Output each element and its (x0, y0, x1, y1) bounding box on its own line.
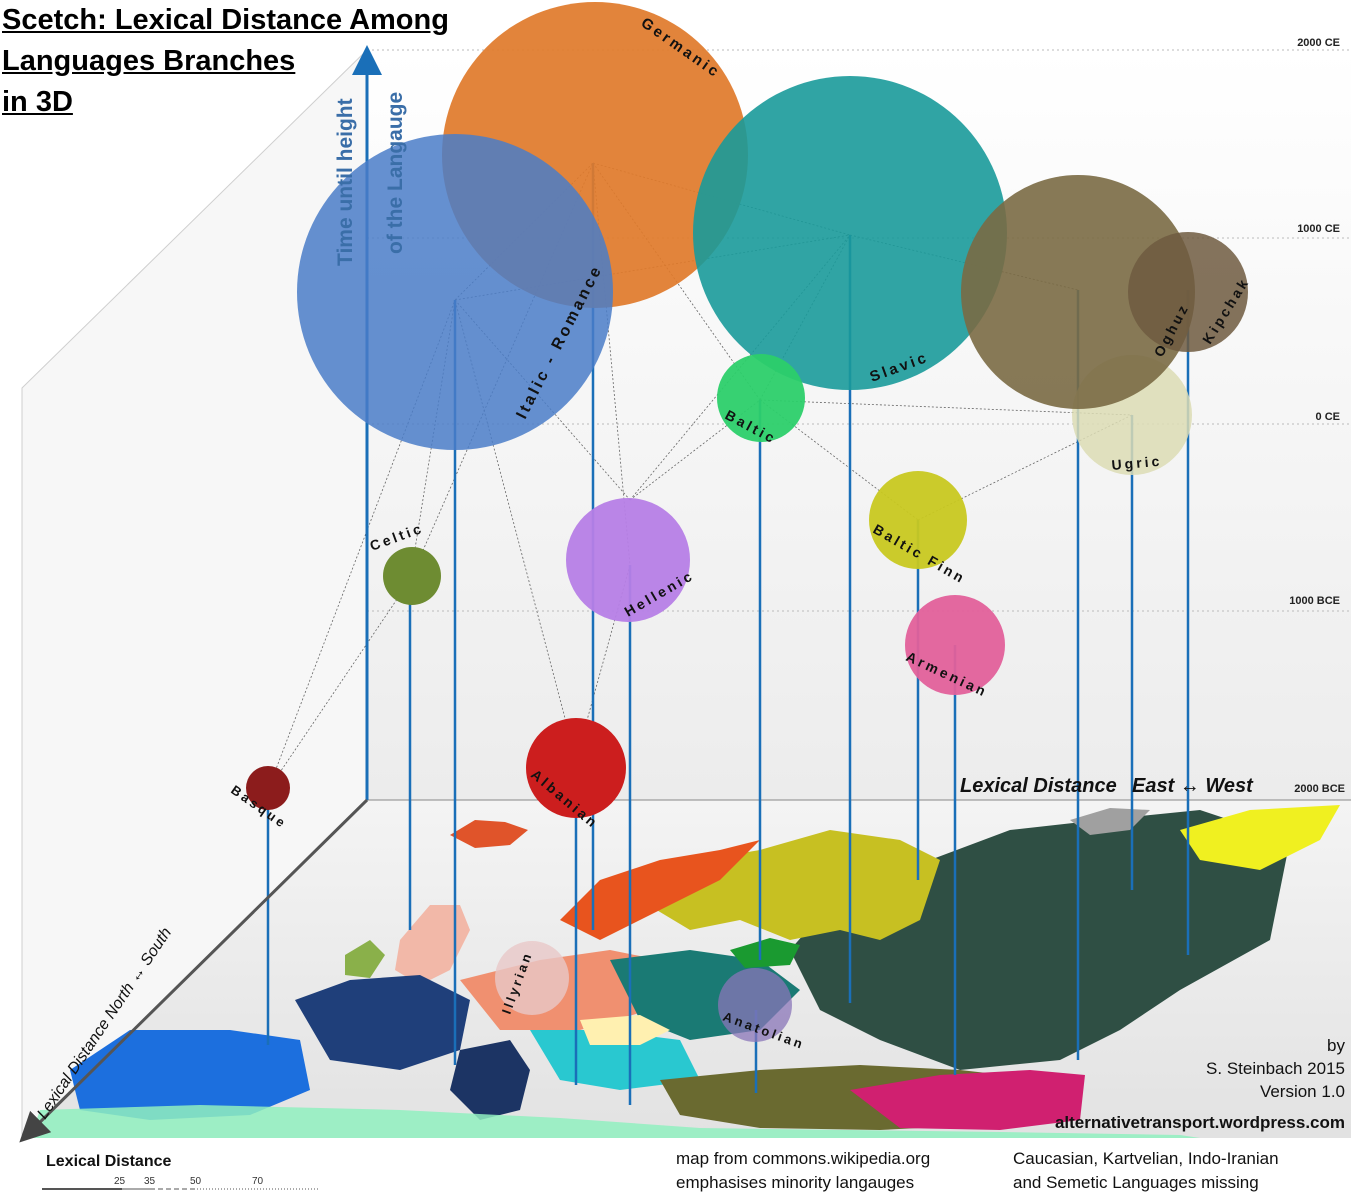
map-uk (395, 905, 470, 985)
bubble-baltic-finn (869, 471, 967, 569)
tick-1000ce: 1000 CE (1297, 223, 1340, 235)
east-west-label-a: Lexical Distance (960, 775, 1117, 797)
bubble-italic-romance (297, 134, 613, 450)
map-france (295, 975, 470, 1070)
map-note-line-1: map from commons.wikipedia.org (676, 1149, 931, 1168)
missing-languages-note: Caucasian, Kartvelian, Indo-Iranian and … (1013, 1147, 1279, 1195)
map-italy (450, 1040, 530, 1120)
bubble-baltic (717, 354, 805, 442)
map-north-africa (30, 1105, 1200, 1138)
bubble-slavic (693, 76, 1007, 390)
missing-note-line-1: Caucasian, Kartvelian, Indo-Iranian (1013, 1149, 1279, 1168)
map-grey-north (1070, 808, 1150, 835)
map-source-note: map from commons.wikipedia.org emphasise… (676, 1147, 930, 1195)
distance-scale: 25 35 50 70 Lexical Distance (42, 1153, 320, 1190)
map-caucasus (850, 1070, 1085, 1130)
bubble-celtic (383, 547, 441, 605)
label-ugric: Ugric (1111, 453, 1163, 473)
scale-tick-35: 35 (144, 1176, 156, 1187)
title-line-2: Languages Branches (2, 45, 296, 77)
tick-2000ce: 2000 CE (1297, 37, 1340, 49)
credit-site: alternativetransport.wordpress.com (1054, 1113, 1345, 1132)
bubble-hellenic (566, 498, 690, 622)
map-note-line-2: emphasises minority langauges (676, 1173, 915, 1192)
link-germanic-hellenic (592, 162, 631, 566)
tick-2000bce: 2000 BCE (1294, 783, 1345, 795)
tick-1000bce: 1000 BCE (1289, 595, 1340, 607)
scale-tick-25: 25 (114, 1176, 126, 1187)
title-line-1: Scetch: Lexical Distance Among (2, 4, 449, 36)
map-finland-yellow (1180, 805, 1340, 870)
bubble-oghuz (961, 175, 1195, 409)
map-balkans (530, 1030, 700, 1090)
bubble-anatolian (718, 968, 792, 1042)
map-hungary (580, 1015, 670, 1045)
language-bubbles (246, 2, 1248, 1042)
scale-tick-50: 50 (190, 1176, 202, 1187)
map-ireland (345, 940, 385, 978)
bubble-kipchak (1128, 232, 1248, 352)
bubble-albanian (526, 718, 626, 818)
north-south-axis (19, 798, 369, 1143)
bubble-illyrian (495, 941, 569, 1015)
bubble-armenian (905, 595, 1005, 695)
map-iceland (450, 820, 528, 848)
time-axis-label-1: Time until height (334, 98, 357, 266)
credit-author: S. Steinbach 2015 (1206, 1059, 1345, 1078)
map-norway (560, 840, 760, 940)
title-line-3: in 3D (2, 86, 73, 118)
scale-tick-70: 70 (252, 1176, 264, 1187)
map-baltic-green (730, 938, 800, 968)
missing-note-line-2: and Semetic Languages missing (1013, 1173, 1259, 1192)
bubble-basque (246, 766, 290, 810)
map-iberia (70, 1030, 310, 1120)
credit-by: by (1327, 1036, 1345, 1055)
east-west-label-b: East ↔ West (1132, 775, 1254, 797)
credit-version: Version 1.0 (1259, 1082, 1345, 1101)
scale-label: Lexical Distance (46, 1153, 172, 1170)
diagram-title: Scetch: Lexical Distance Among Languages… (2, 0, 449, 123)
tick-0ce: 0 CE (1316, 411, 1340, 423)
time-axis-label-2: of the Langauge (384, 92, 407, 254)
